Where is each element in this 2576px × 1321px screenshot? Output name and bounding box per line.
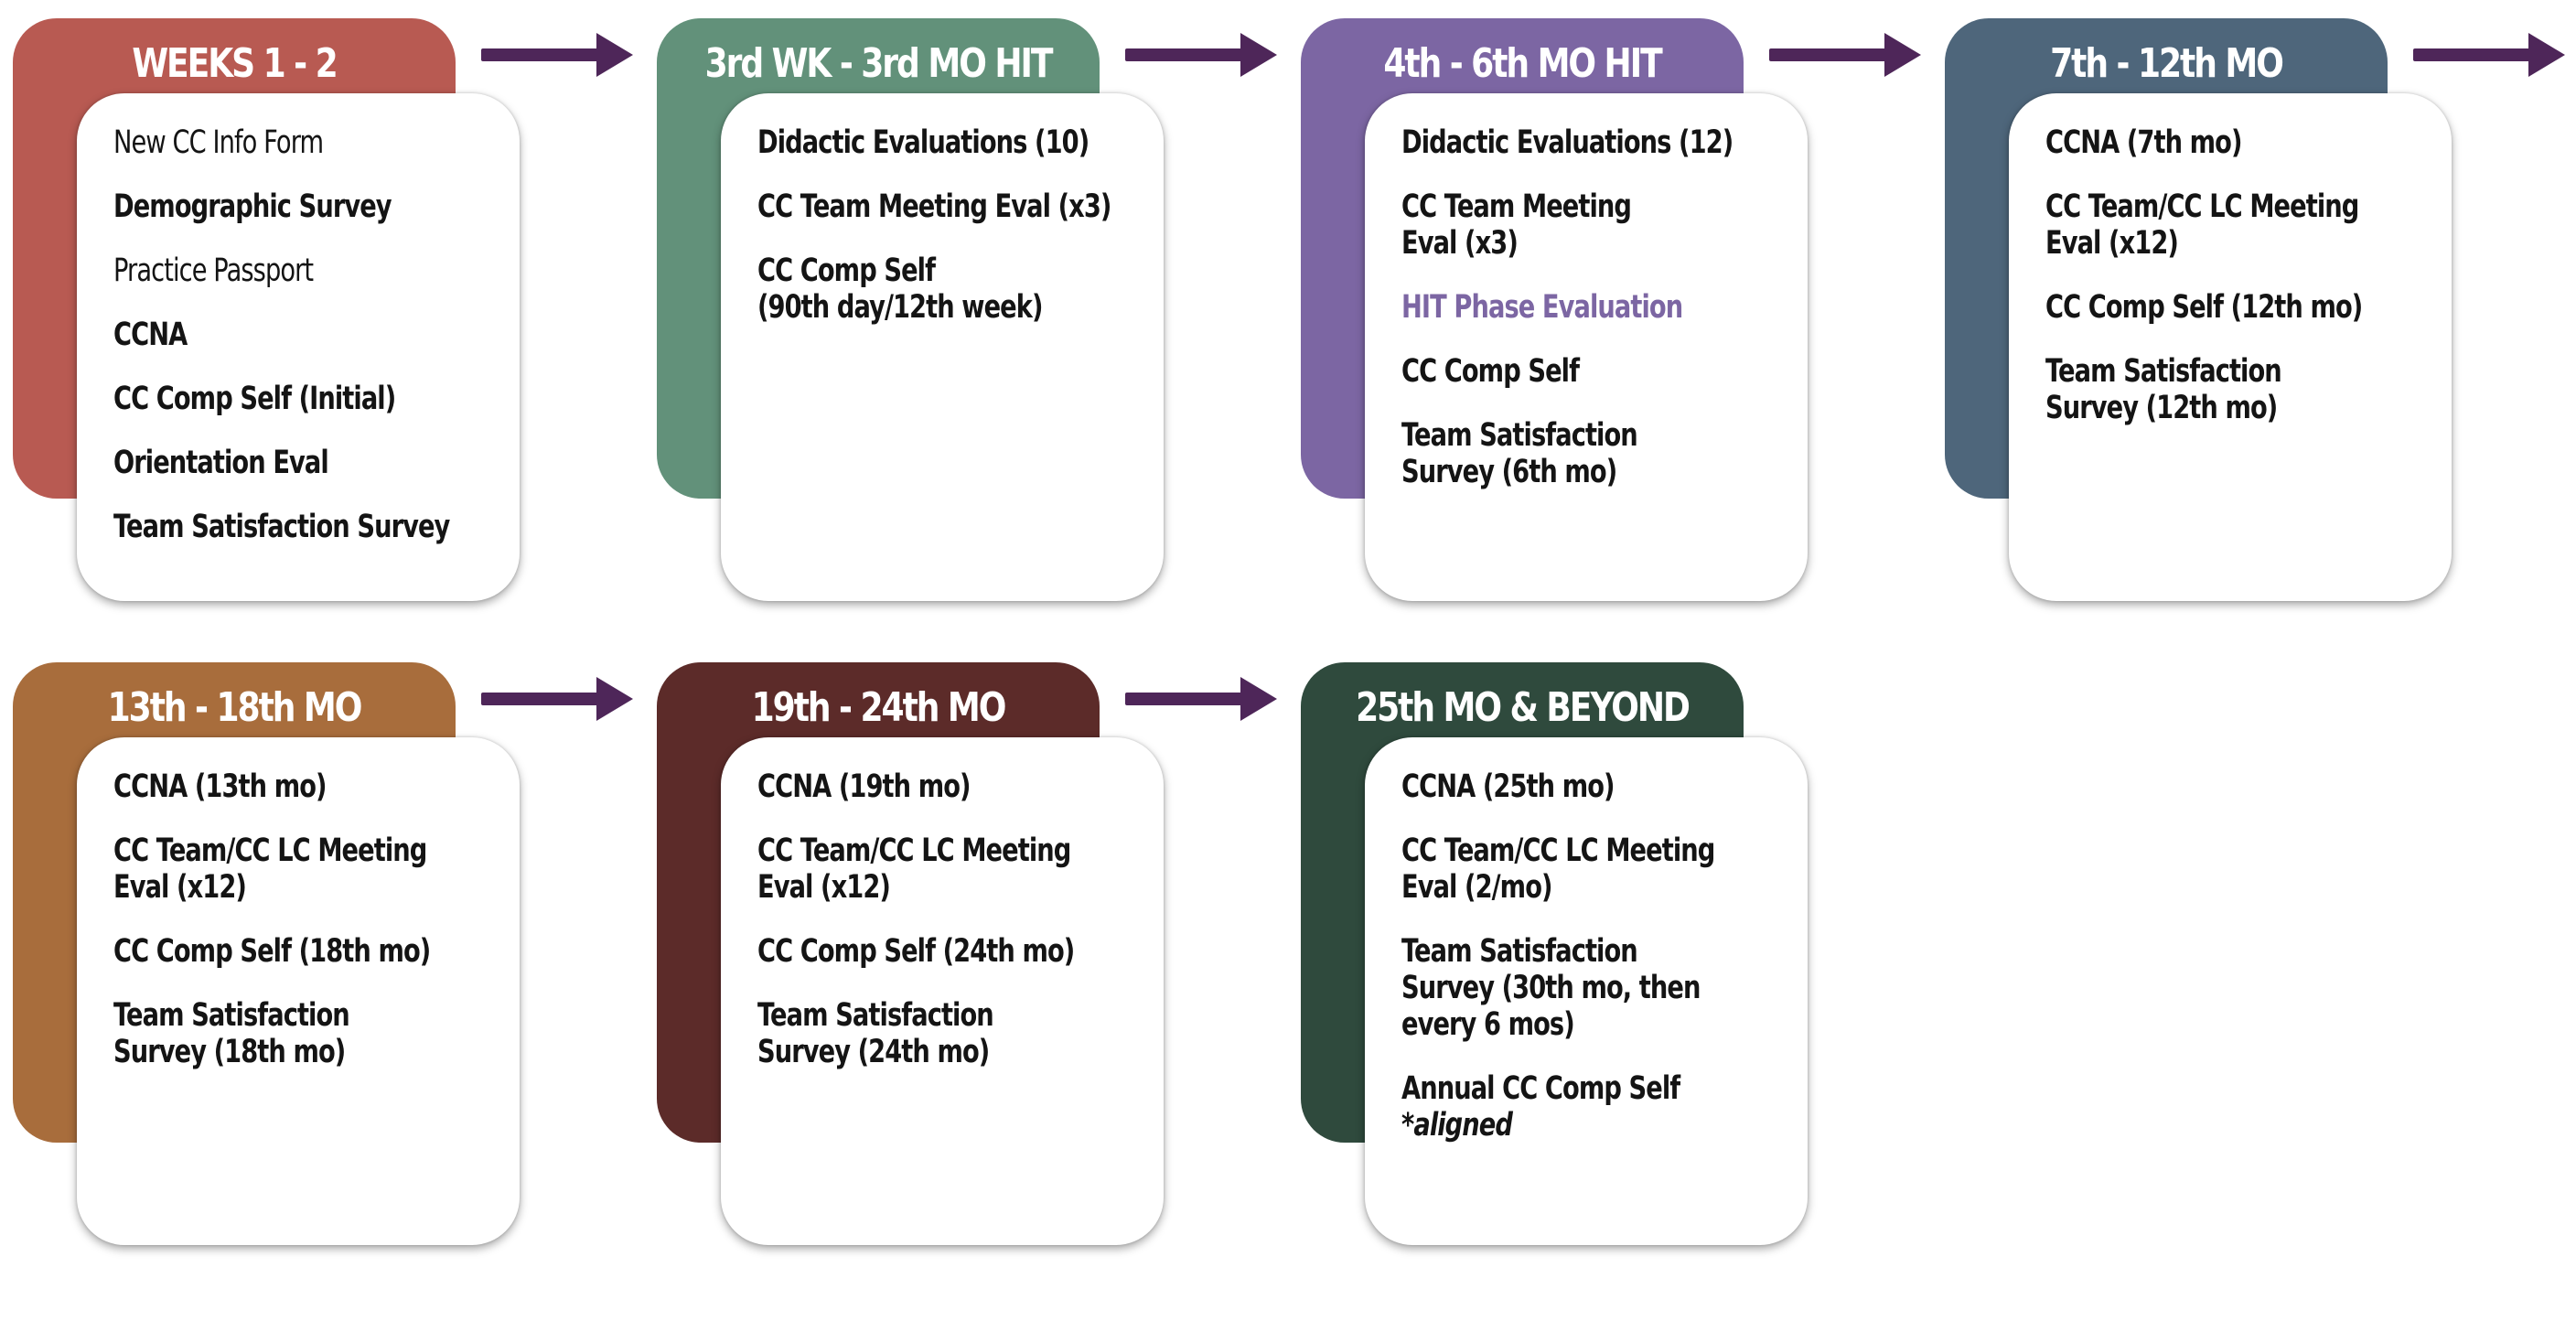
phase-item-text: CC Comp Self (24th mo) <box>757 933 1075 970</box>
phase-item: Team Satisfaction Survey (24th mo) <box>757 997 1157 1070</box>
phase-item-text: Team Satisfaction Survey (30th mo, then … <box>1401 933 1701 1043</box>
phase-item: CC Comp Self (90th day/12th week) <box>757 252 1157 326</box>
phase-item: CCNA (13th mo) <box>113 768 513 805</box>
phase-item: CC Team/CC LC Meeting Eval (x12) <box>757 832 1157 906</box>
phase-25th-mo-and-beyond: 25th MO & BEYOND CCNA (25th mo) CC Team/C… <box>1301 662 1813 1248</box>
phase-item: Team Satisfaction Survey (6th mo) <box>1401 417 1801 490</box>
phase-13th-18th-mo: 13th - 18th MO CCNA (13th mo) CC Team/CC … <box>13 662 525 1248</box>
arrow-right-icon <box>481 33 633 77</box>
phase-7th-12th-mo: 7th - 12th MO CCNA (7th mo) CC Team/CC LC… <box>1945 18 2457 604</box>
arrow-right-icon <box>481 677 633 721</box>
phase-item: CC Team/CC LC Meeting Eval (2/mo) <box>1401 832 1801 906</box>
phase-item: CC Comp Self <box>1401 353 1801 390</box>
phase-item: Didactic Evaluations (10) <box>757 124 1157 161</box>
phase-item: CC Team Meeting Eval (x3) <box>757 188 1157 225</box>
phase-item-text: New CC Info Form <box>113 124 324 161</box>
phase-item: Orientation Eval <box>113 445 513 481</box>
phase-item-list: CCNA (25th mo) CC Team/CC LC Meeting Eval… <box>1401 768 1801 1171</box>
phase-item-text: Team Satisfaction Survey <box>113 509 450 545</box>
phase-title: 3rd WK - 3rd MO HIT <box>704 40 1054 87</box>
phase-item-text: CC Comp Self (90th day/12th week) <box>757 252 1043 326</box>
phase-item-text: CC Team/CC LC Meeting Eval (x12) <box>757 832 1071 906</box>
phase-title: 25th MO & BEYOND <box>1356 684 1690 731</box>
phase-item-note: *aligned <box>1401 1107 1513 1144</box>
arrow-right-icon <box>2413 33 2565 77</box>
phase-card: New CC Info Form Demographic Survey Practi… <box>77 93 520 601</box>
phase-title: 4th - 6th MO HIT <box>1383 40 1662 87</box>
phase-item-text: CCNA (19th mo) <box>757 768 971 805</box>
phase-item-text: HIT Phase Evaluation <box>1401 289 1683 326</box>
phase-item-text: Team Satisfaction Survey (18th mo) <box>113 997 350 1070</box>
phase-item: CCNA (7th mo) <box>2045 124 2445 161</box>
phase-card: CCNA (7th mo) CC Team/CC LC Meeting Eval … <box>2009 93 2452 601</box>
phase-item: Team Satisfaction Survey (12th mo) <box>2045 353 2445 426</box>
phase-item-text: Practice Passport <box>113 252 314 289</box>
phase-item-list: CCNA (13th mo) CC Team/CC LC Meeting Eval… <box>113 768 513 1098</box>
arrow-right-icon <box>1125 33 1277 77</box>
phase-item: Demographic Survey <box>113 188 513 225</box>
phase-4th-6th-mo-hit: 4th - 6th MO HIT Didactic Evaluations (1… <box>1301 18 1813 604</box>
phase-title: WEEKS 1 - 2 <box>132 40 338 87</box>
phase-title: 13th - 18th MO <box>107 684 363 731</box>
phase-card: Didactic Evaluations (12) CC Team Meeting… <box>1365 93 1808 601</box>
phase-item: New CC Info Form <box>113 124 513 161</box>
phase-item: Annual CC Comp Self *aligned <box>1401 1070 1801 1144</box>
phase-item: CCNA (25th mo) <box>1401 768 1801 805</box>
phase-item: Team Satisfaction Survey (30th mo, then … <box>1401 933 1801 1043</box>
phase-item-text: CCNA (25th mo) <box>1401 768 1615 805</box>
phase-item-text: CC Comp Self <box>1401 353 1580 390</box>
phase-item-text: Demographic Survey <box>113 188 392 225</box>
phase-item-text: CC Team/CC LC Meeting Eval (x12) <box>113 832 427 906</box>
phase-item: CC Comp Self (Initial) <box>113 381 513 417</box>
phase-item-text: Team Satisfaction Survey (12th mo) <box>2045 353 2282 426</box>
phase-item-text: CC Team/CC LC Meeting Eval (x12) <box>2045 188 2359 262</box>
phase-item: Team Satisfaction Survey <box>113 509 513 545</box>
phase-item-text: Didactic Evaluations (10) <box>757 124 1089 161</box>
phase-item: CC Team/CC LC Meeting Eval (x12) <box>113 832 513 906</box>
phase-card: CCNA (13th mo) CC Team/CC LC Meeting Eval… <box>77 737 520 1245</box>
phase-item-text: CCNA <box>113 317 188 353</box>
phase-item-text: Team Satisfaction Survey (24th mo) <box>757 997 994 1070</box>
phase-card: CCNA (19th mo) CC Team/CC LC Meeting Eval… <box>721 737 1164 1245</box>
phase-item: CC Comp Self (24th mo) <box>757 933 1157 970</box>
phase-item-list: Didactic Evaluations (10) CC Team Meeting… <box>757 124 1157 353</box>
phase-item: HIT Phase Evaluation <box>1401 289 1801 326</box>
phase-item-text: Team Satisfaction Survey (6th mo) <box>1401 417 1638 490</box>
phase-item-text: CC Comp Self (Initial) <box>113 381 396 417</box>
phase-item: CCNA (19th mo) <box>757 768 1157 805</box>
phase-item-text: CC Comp Self (12th mo) <box>2045 289 2363 326</box>
phase-item: CC Comp Self (18th mo) <box>113 933 513 970</box>
phase-item: Practice Passport <box>113 252 513 289</box>
phase-title: 7th - 12th MO <box>2050 40 2284 87</box>
phase-19th-24th-mo: 19th - 24th MO CCNA (19th mo) CC Team/CC … <box>657 662 1169 1248</box>
phase-item-text: Didactic Evaluations (12) <box>1401 124 1733 161</box>
phase-item-text: CC Team Meeting Eval (x3) <box>1401 188 1632 262</box>
phase-item: Didactic Evaluations (12) <box>1401 124 1801 161</box>
phase-item: CC Team Meeting Eval (x3) <box>1401 188 1801 262</box>
phase-item-list: CCNA (19th mo) CC Team/CC LC Meeting Eval… <box>757 768 1157 1098</box>
phase-item-text: Orientation Eval <box>113 445 329 481</box>
phase-item-text: CC Team/CC LC Meeting Eval (2/mo) <box>1401 832 1715 906</box>
phase-weeks-1-2: WEEKS 1 - 2 New CC Info Form Demographic … <box>13 18 525 604</box>
phase-item-list: Didactic Evaluations (12) CC Team Meeting… <box>1401 124 1801 518</box>
arrow-right-icon <box>1125 677 1277 721</box>
phase-card: Didactic Evaluations (10) CC Team Meeting… <box>721 93 1164 601</box>
phase-title: 19th - 24th MO <box>751 684 1007 731</box>
arrow-right-icon <box>1769 33 1921 77</box>
phase-item: CC Comp Self (12th mo) <box>2045 289 2445 326</box>
phase-item: CC Team/CC LC Meeting Eval (x12) <box>2045 188 2445 262</box>
phase-item-list: CCNA (7th mo) CC Team/CC LC Meeting Eval … <box>2045 124 2445 454</box>
phase-card: CCNA (25th mo) CC Team/CC LC Meeting Eval… <box>1365 737 1808 1245</box>
phase-item-list: New CC Info Form Demographic Survey Practi… <box>113 124 513 573</box>
phase-item-text: CCNA (7th mo) <box>2045 124 2242 161</box>
phase-item: Team Satisfaction Survey (18th mo) <box>113 997 513 1070</box>
phase-item-text: Annual CC Comp Self <box>1401 1070 1680 1107</box>
phase-item: CCNA <box>113 317 513 353</box>
phase-3rd-wk-3rd-mo-hit: 3rd WK - 3rd MO HIT Didactic Evaluations… <box>657 18 1169 604</box>
phase-item-text: CCNA (13th mo) <box>113 768 327 805</box>
phase-item-text: CC Team Meeting Eval (x3) <box>757 188 1111 225</box>
phase-item-text: CC Comp Self (18th mo) <box>113 933 431 970</box>
